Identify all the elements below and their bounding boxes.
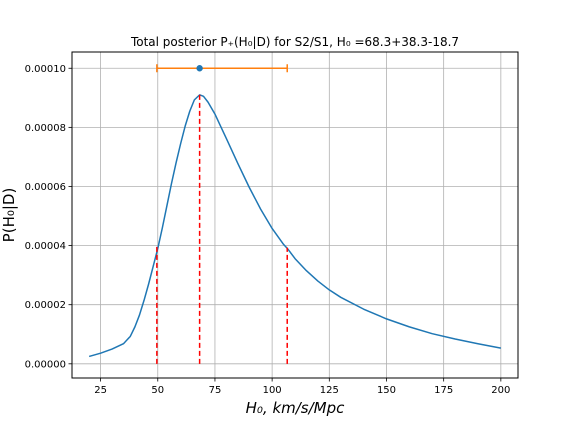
- plot-frame: [71, 51, 519, 379]
- x-axis-ticks: 25 50 75 100 125 150 175 200: [94, 378, 510, 396]
- errorbar-layer: [156, 64, 288, 73]
- x-tick-label: 25: [94, 385, 107, 396]
- y-tick-label: 0.00002: [25, 300, 66, 311]
- x-tick-label: 100: [263, 385, 282, 396]
- y-axis-label: P(H₀|D): [0, 188, 18, 243]
- y-axis-ticks: 0.00000 0.00002 0.00004 0.00006 0.00008 0.000…: [25, 64, 72, 370]
- y-tick-label: 0.00004: [25, 241, 66, 252]
- x-tick-label: 175: [434, 385, 453, 396]
- chart-title: Total posterior P₊(H₀|D) for S2/S1, H₀ =…: [130, 35, 459, 49]
- errorbar-point: [196, 65, 203, 72]
- posterior-curve: [88, 94, 501, 358]
- y-tick-label: 0.00000: [25, 359, 66, 370]
- grid-layer: [72, 52, 518, 378]
- credible-interval-lines: [156, 94, 288, 364]
- curve-layer: [88, 94, 501, 358]
- y-tick-label: 0.00008: [25, 123, 66, 134]
- x-tick-label: 150: [377, 385, 396, 396]
- y-tick-label: 0.00006: [25, 182, 66, 193]
- x-tick-label: 200: [491, 385, 510, 396]
- x-tick-label: 75: [209, 385, 222, 396]
- x-tick-label: 50: [151, 385, 164, 396]
- x-tick-label: 125: [320, 385, 339, 396]
- x-axis-label: H₀, km/s/Mpc: [246, 399, 346, 417]
- y-tick-label: 0.00010: [25, 64, 66, 75]
